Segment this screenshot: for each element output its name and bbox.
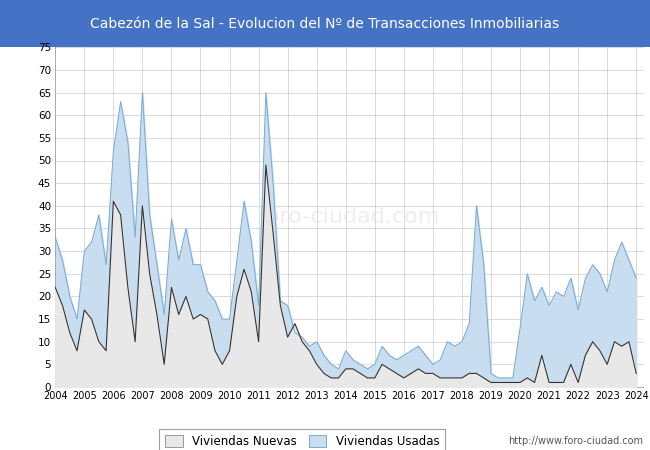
Text: foro-ciudad.com: foro-ciudad.com (259, 207, 440, 227)
Text: Cabezón de la Sal - Evolucion del Nº de Transacciones Inmobiliarias: Cabezón de la Sal - Evolucion del Nº de … (90, 17, 560, 31)
Legend: Viviendas Nuevas, Viviendas Usadas: Viviendas Nuevas, Viviendas Usadas (159, 429, 445, 450)
Text: http://www.foro-ciudad.com: http://www.foro-ciudad.com (508, 436, 644, 446)
